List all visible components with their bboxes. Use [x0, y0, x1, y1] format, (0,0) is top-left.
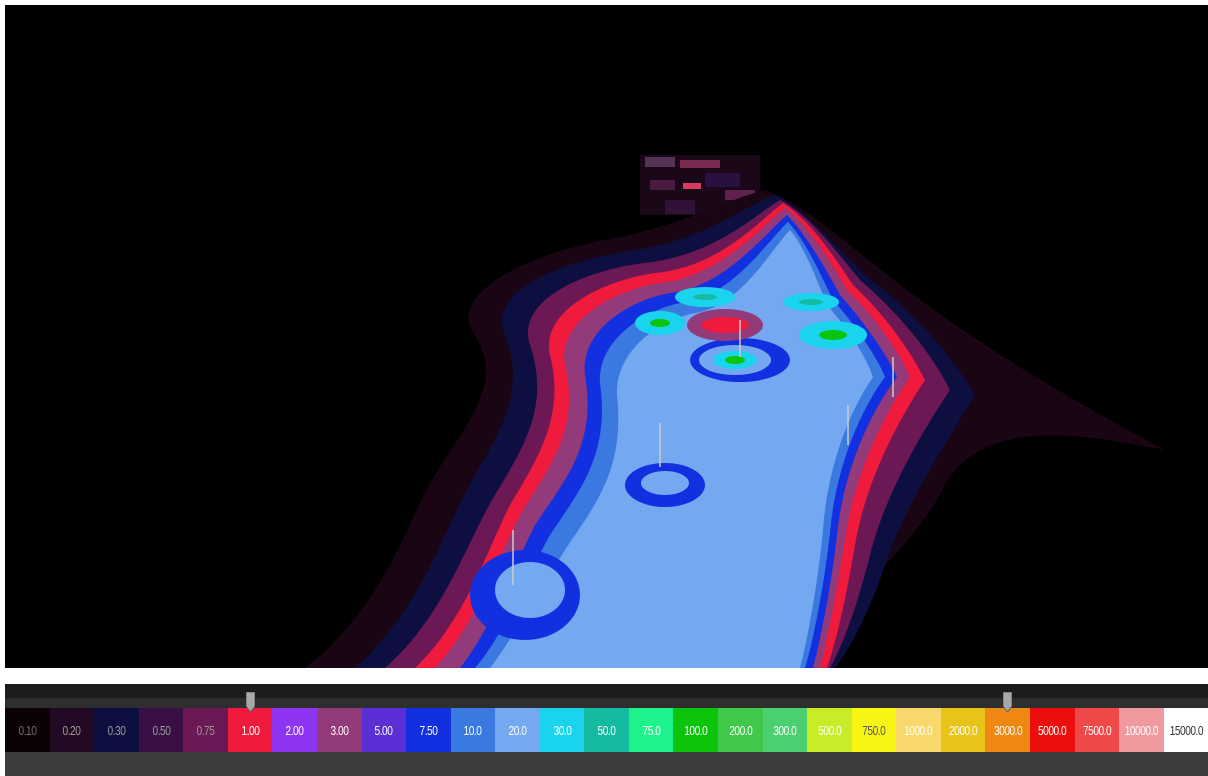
- contour-band-20.0: [490, 230, 873, 668]
- legend-bin-label: 30.0: [553, 722, 571, 738]
- legend-header-strip: [5, 684, 1208, 698]
- legend-bin: 100.0: [673, 708, 718, 752]
- legend-bin: 3.00: [316, 708, 362, 752]
- legend-bin-label: 300.0: [773, 722, 797, 738]
- contour-blob: [819, 330, 847, 340]
- legend-bin-label: 750.0: [862, 722, 886, 738]
- legend-bin: 15000.0: [1163, 708, 1208, 752]
- legend-bin-label: 7500.0: [1082, 722, 1112, 738]
- legend-bin: 10.0: [450, 708, 496, 752]
- legend-bin-label: 2.00: [285, 722, 304, 738]
- contour-blob: [495, 562, 565, 618]
- legend-bin-label: 7.50: [419, 722, 438, 738]
- legend-bin-label: 100.0: [684, 722, 708, 738]
- contour-blob: [693, 294, 717, 300]
- legend-bin: 50.0: [584, 708, 629, 752]
- range-slider-track[interactable]: [5, 698, 1208, 708]
- legend-bin-label: 50.0: [597, 722, 616, 738]
- legend-bin-label: 200.0: [728, 722, 753, 738]
- light-poles: [512, 320, 894, 585]
- legend-bin: 10000.0: [1119, 708, 1164, 752]
- legend-bin: 30.0: [539, 708, 585, 752]
- legend-bin-label: 10000.0: [1124, 722, 1159, 738]
- contour-blob: [725, 356, 745, 364]
- legend-bin-label: 0.30: [107, 722, 126, 738]
- legend-bin-label: 1.00: [241, 722, 260, 738]
- legend-bin: 75.0: [628, 708, 674, 752]
- 3d-contour-viewport[interactable]: [5, 5, 1208, 668]
- contour-blob: [641, 471, 689, 495]
- legend-bin-label: 1000.0: [904, 722, 933, 738]
- legend-bin-label: 0.75: [196, 722, 215, 738]
- legend-bin-label: 0.10: [18, 722, 37, 738]
- legend-bin-label: 20.0: [508, 722, 527, 738]
- legend-bin-label: 0.20: [62, 722, 81, 738]
- legend-bin-label: 5000.0: [1038, 722, 1067, 738]
- legend-bin: 500.0: [807, 708, 852, 752]
- legend-bin: 7500.0: [1074, 708, 1120, 752]
- legend-bin: 5000.0: [1029, 708, 1075, 752]
- legend-bin: 200.0: [718, 708, 763, 752]
- legend-bin: 300.0: [762, 708, 808, 752]
- legend-bin: 750.0: [851, 708, 897, 752]
- color-legend-panel: 0.10 0.20 0.30 0.50 0.75 1.00 2.00 3.00 5.00 7.50…: [5, 684, 1208, 776]
- legend-bin: 1.00: [227, 708, 273, 752]
- legend-bin: 7.50: [406, 708, 451, 752]
- legend-bin-label: 2000.0: [948, 722, 978, 738]
- legend-bin-label: 5.00: [374, 722, 393, 738]
- legend-bin-label: 0.50: [152, 722, 170, 738]
- contour-surface-render: [305, 155, 1165, 668]
- legend-bin-label: 500.0: [817, 722, 842, 738]
- legend-bin: 1000.0: [896, 708, 941, 752]
- legend-bin: 0.50: [138, 708, 184, 752]
- contour-blob: [650, 319, 670, 327]
- legend-bin: 20.0: [495, 708, 540, 752]
- legend-bin: 3000.0: [985, 708, 1030, 752]
- min-range-slider-handle[interactable]: [245, 692, 255, 712]
- legend-bin-label: 3000.0: [993, 722, 1023, 738]
- legend-bin-label: 15000.0: [1169, 722, 1203, 738]
- legend-footer-strip: [5, 752, 1208, 776]
- legend-bin: 5.00: [361, 708, 407, 752]
- legend-bin-label: 10.0: [463, 722, 482, 738]
- contour-blob: [799, 299, 823, 305]
- max-range-slider-handle[interactable]: [1003, 692, 1012, 712]
- color-legend-bar: 0.10 0.20 0.30 0.50 0.75 1.00 2.00 3.00 5.00 7.50…: [5, 708, 1208, 752]
- legend-bin: 0.20: [49, 708, 95, 752]
- legend-bin-label: 75.0: [642, 722, 661, 738]
- legend-bin: 0.75: [183, 708, 228, 752]
- legend-bin: 0.30: [94, 708, 139, 752]
- legend-bin: 2000.0: [940, 708, 986, 752]
- legend-bin: 2.00: [272, 708, 317, 752]
- legend-bin-label: 3.00: [330, 722, 349, 738]
- contour-blob: [701, 317, 749, 333]
- legend-bin: 0.10: [5, 708, 50, 752]
